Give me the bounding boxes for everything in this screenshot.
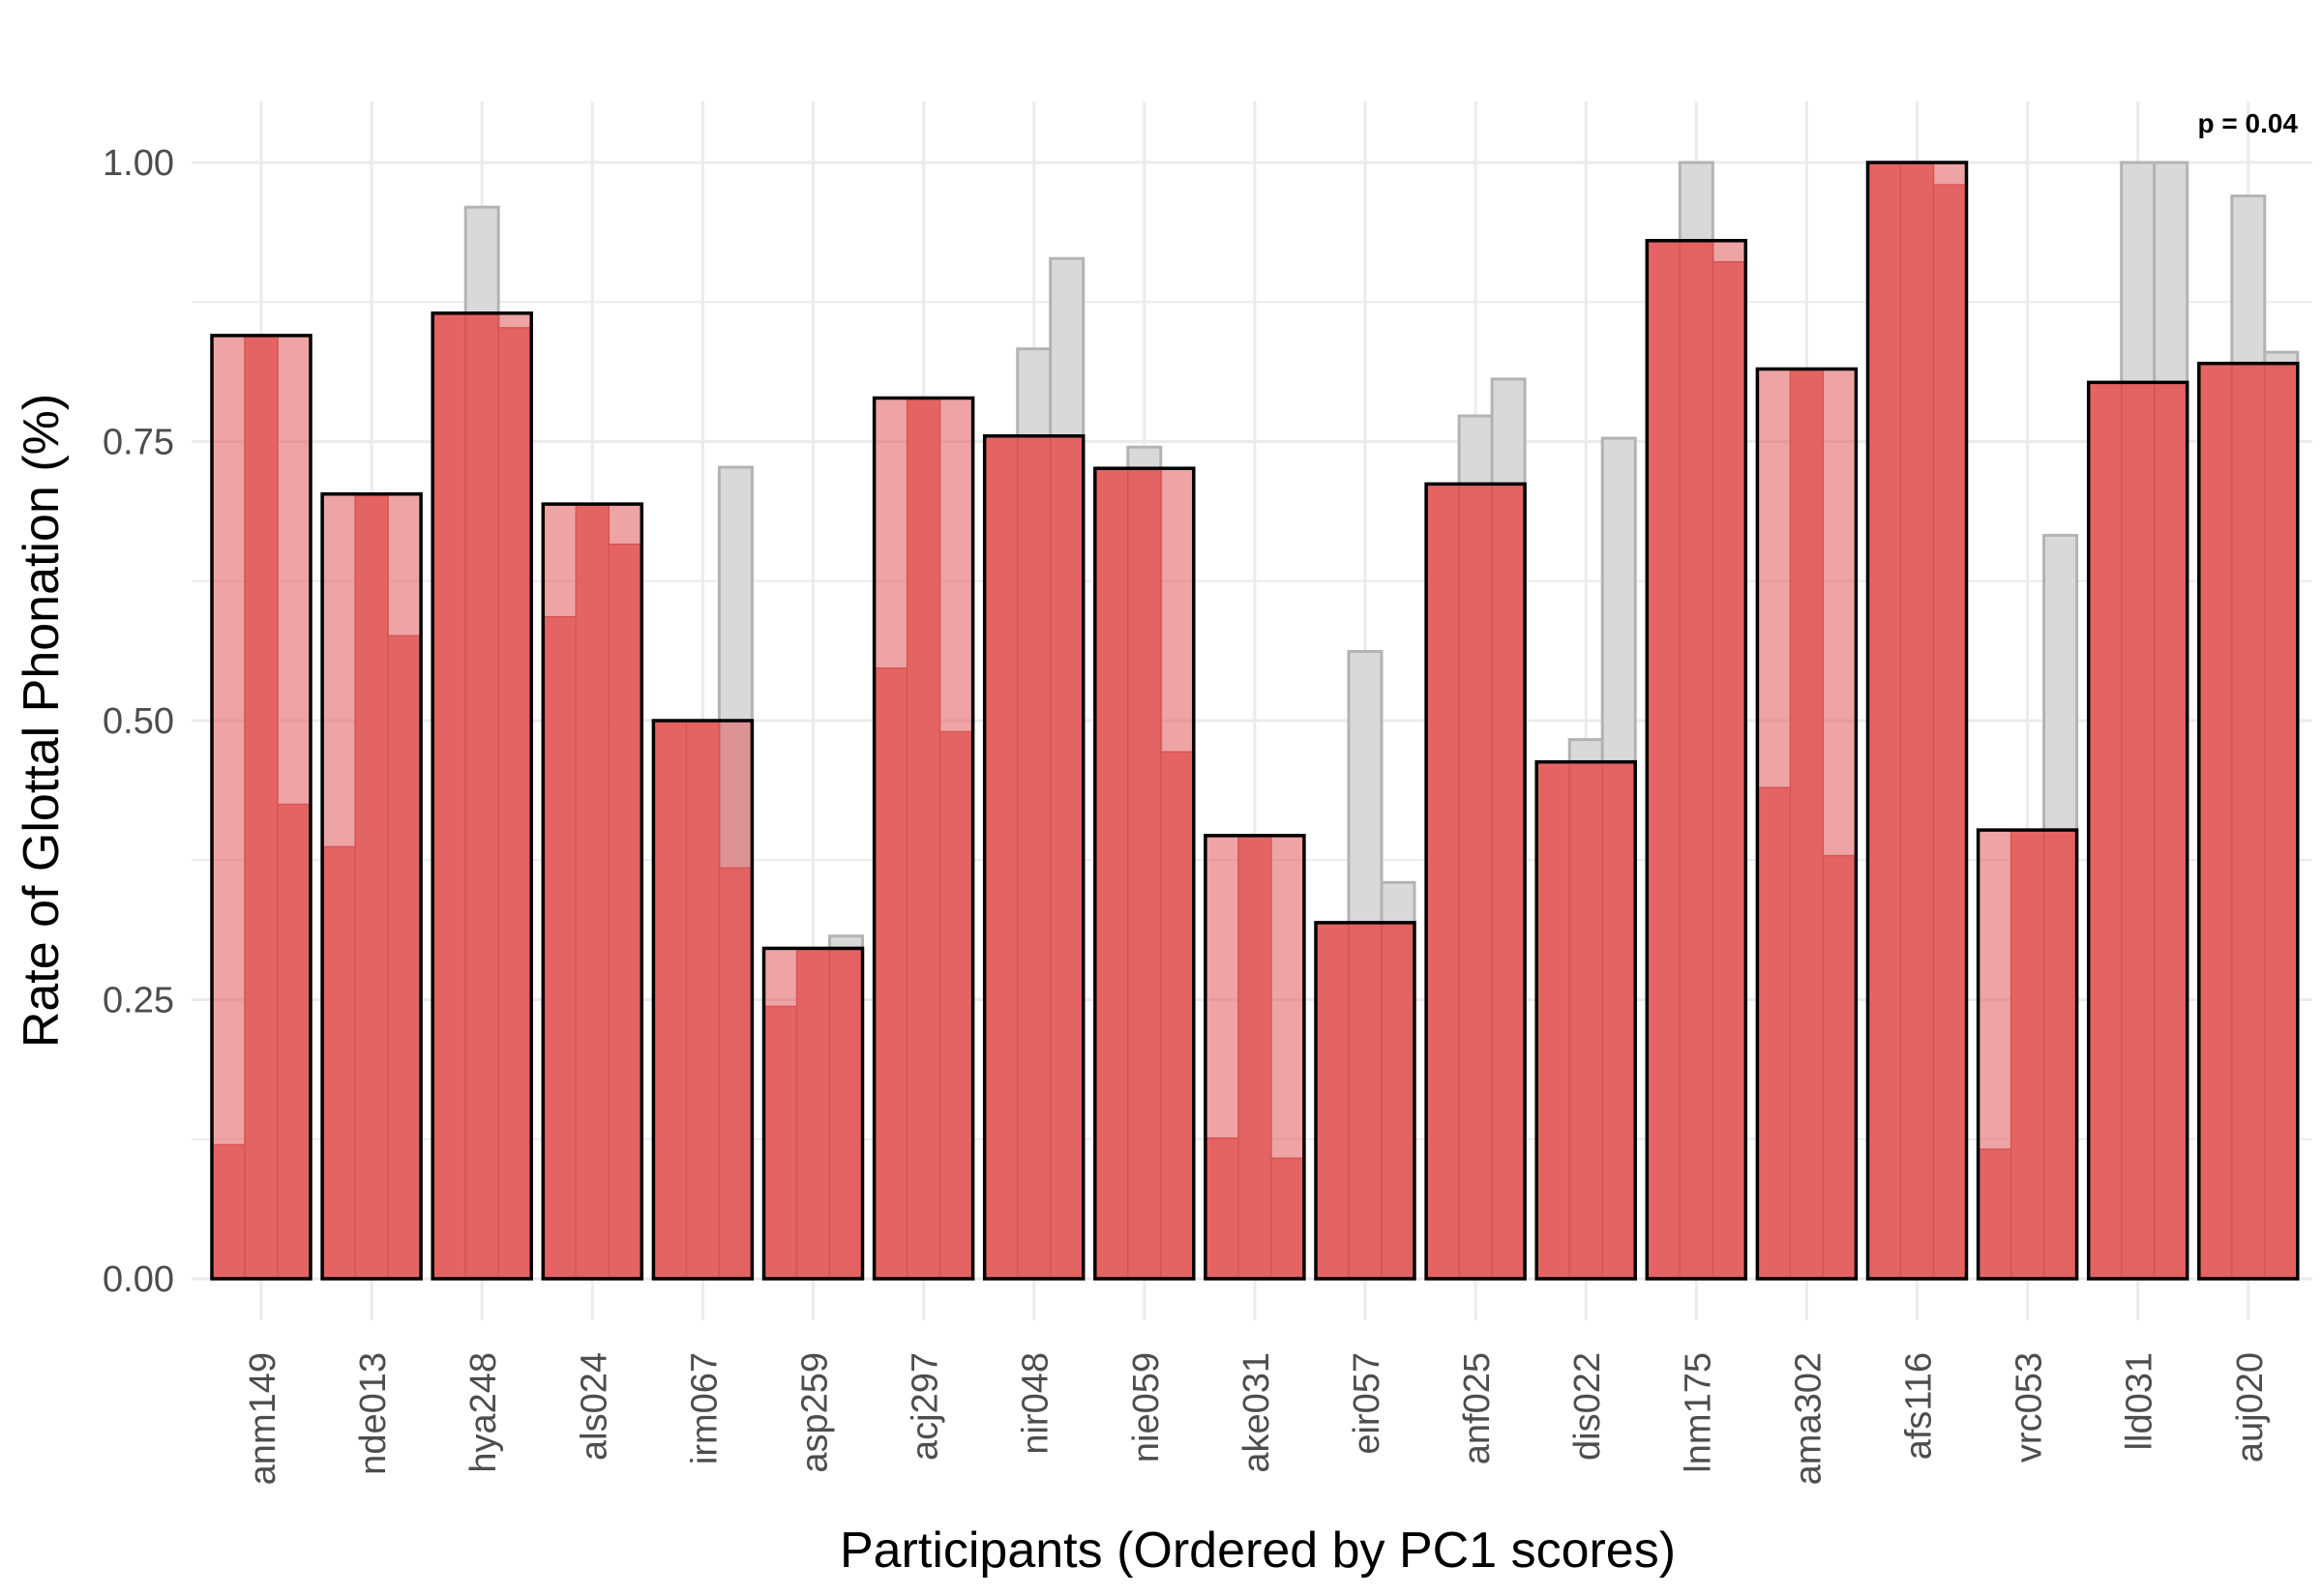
x-tick-label: lld031	[2120, 1352, 2160, 1450]
x-tick-label: anf025	[1457, 1352, 1498, 1464]
bar-dis022	[1534, 759, 1637, 1281]
bar-ake031	[1204, 834, 1306, 1281]
bar-lnm175	[1645, 239, 1748, 1281]
x-tick-label: als024	[574, 1352, 614, 1461]
x-tick-labels: anm149 nde013 hya248 als024 irm067 asp259 acj2…	[243, 1352, 2271, 1485]
y-tick-label: 1.00	[103, 143, 174, 184]
x-tick-label: asp259	[795, 1352, 836, 1473]
x-axis-title: Participants (Ordered by PC1 scores)	[840, 1522, 1676, 1579]
bar-nie059	[1093, 466, 1196, 1281]
bar-hya248	[431, 311, 533, 1281]
p-value-annotation: p = 0.04	[2197, 108, 2298, 138]
y-tick-label: 0.25	[103, 981, 174, 1021]
bar-nde013	[320, 491, 423, 1281]
x-tick-label: nie059	[1126, 1352, 1167, 1463]
bar-ama302	[1755, 367, 1859, 1281]
bar-lld031	[2086, 380, 2189, 1281]
x-tick-label: acj297	[906, 1352, 946, 1461]
y-tick-label: 0.00	[103, 1259, 174, 1300]
bar-vrc053	[1976, 828, 2079, 1281]
x-tick-label: auj020	[2230, 1352, 2271, 1463]
x-tick-label: vrc053	[2009, 1352, 2050, 1463]
bar-acj297	[872, 396, 975, 1281]
x-tick-label: dis022	[1567, 1352, 1608, 1461]
bar-irm067	[651, 719, 755, 1281]
y-axis-title: Rate of Glottal Phonation (%)	[14, 394, 70, 1048]
x-tick-label: nde013	[353, 1352, 394, 1475]
bar-eir057	[1314, 921, 1416, 1281]
x-tick-label: ake031	[1236, 1352, 1277, 1473]
x-tick-label: ama302	[1788, 1352, 1829, 1485]
x-tick-label: irm067	[684, 1352, 725, 1464]
x-tick-label: anm149	[243, 1352, 283, 1485]
bar-nir048	[982, 433, 1086, 1281]
bar-auj020	[2197, 361, 2300, 1281]
x-tick-label: lnm175	[1678, 1352, 1718, 1473]
y-tick-label: 0.50	[103, 701, 174, 742]
bar-anm149	[210, 334, 313, 1281]
bar-anf025	[1424, 482, 1527, 1281]
x-tick-label: afs116	[1899, 1352, 1940, 1460]
y-tick-label: 0.75	[103, 423, 174, 463]
y-tick-labels: 0.00 0.25 0.50 0.75 1.00	[103, 143, 174, 1300]
bar-afs116	[1865, 161, 1969, 1281]
bar-asp259	[761, 946, 865, 1281]
x-tick-label: nir048	[1016, 1352, 1057, 1455]
main-bars	[210, 161, 2300, 1281]
bar-als024	[541, 502, 644, 1281]
x-tick-label: eir057	[1347, 1352, 1387, 1455]
x-tick-label: hya248	[463, 1352, 504, 1473]
